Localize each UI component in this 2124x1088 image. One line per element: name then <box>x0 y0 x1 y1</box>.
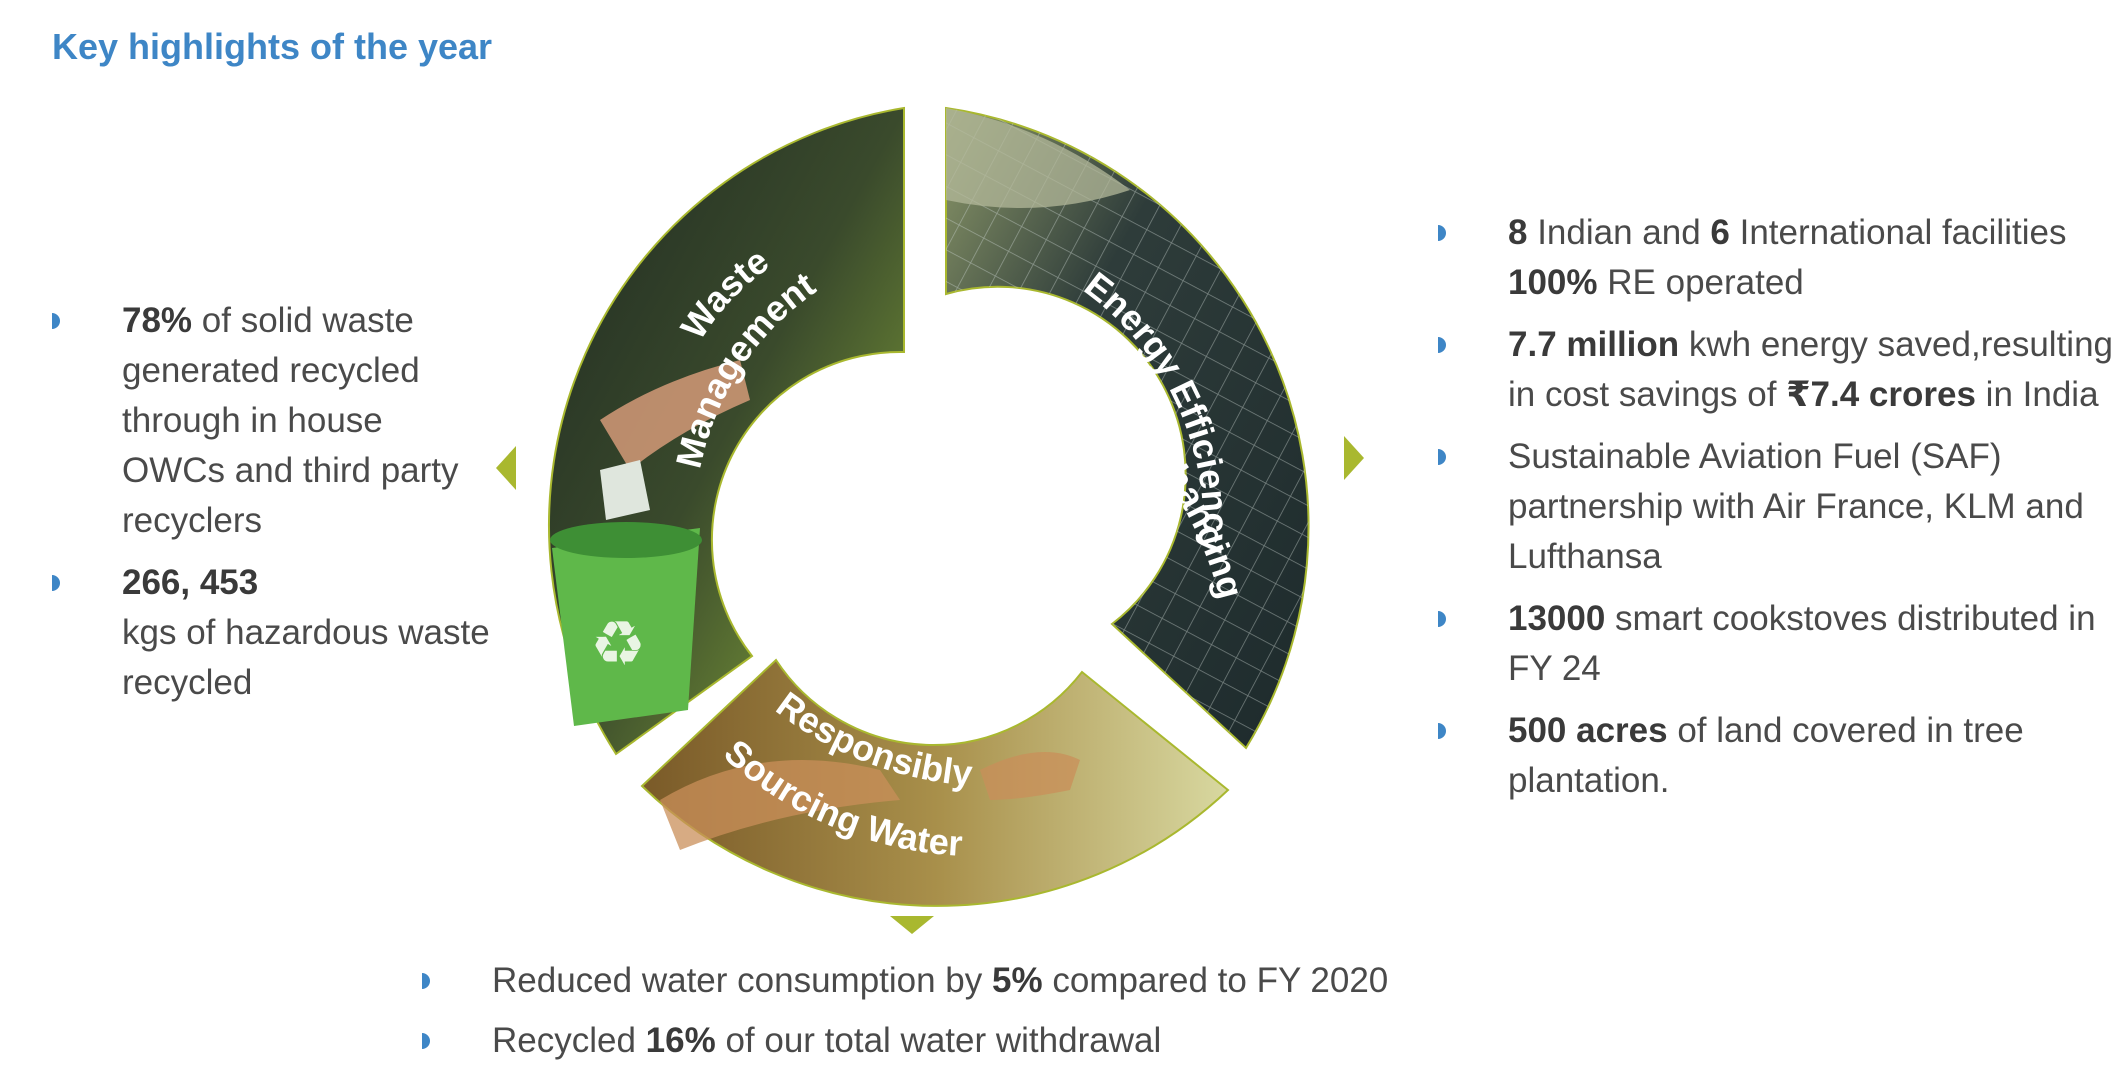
highlight-text: kgs of hazardous waste recycled <box>122 613 490 702</box>
highlight-value: 13000 <box>1508 599 1606 638</box>
highlight-text: in India <box>1975 375 2099 414</box>
list-item: Recycled 16% of our total water withdraw… <box>422 1016 1622 1066</box>
recycle-bin-icon: ♻ <box>550 360 750 726</box>
highlight-value: 100% <box>1508 263 1598 302</box>
highlight-value: 78% <box>122 301 193 340</box>
highlight-text: smart cookstoves distributed in FY 24 <box>1508 599 2096 688</box>
highlight-value: 7.7 million <box>1508 325 1680 364</box>
list-item: 7.7 million kwh energy saved,resulting i… <box>1438 320 2118 420</box>
highlight-value: 5% <box>992 961 1043 1000</box>
water-highlights-list: Reduced water consumption by 5% compared… <box>422 956 1622 1076</box>
highlight-text: Indian and <box>1527 213 1711 252</box>
list-item: 78% of solid waste generated recycled th… <box>52 296 492 546</box>
highlight-text: Recycled <box>492 1021 646 1060</box>
bullet-icon <box>52 575 60 591</box>
highlight-text: of land covered in tree plantation. <box>1508 711 2024 800</box>
list-item: Reduced water consumption by 5% compared… <box>422 956 1622 1006</box>
list-item: Sustainable Aviation Fuel (SAF) partners… <box>1438 432 2118 582</box>
highlight-value: 16% <box>645 1021 716 1060</box>
list-item: 13000 smart cookstoves distributed in FY… <box>1438 594 2118 694</box>
bullet-icon <box>52 313 60 329</box>
highlights-wheel: ♻ Waste Management Enhancing Energy Effi… <box>496 106 1364 934</box>
highlight-value: 266, 453 <box>122 563 259 602</box>
energy-highlights-list: 8 Indian and 6 International facilities … <box>1438 208 2118 818</box>
left-pointer-icon <box>496 446 516 490</box>
bullet-icon <box>422 1033 430 1049</box>
waste-highlights-list: 78% of solid waste generated recycled th… <box>52 296 492 720</box>
svg-text:♻: ♻ <box>590 610 646 679</box>
highlight-text: RE operated <box>1597 263 1804 302</box>
list-item: 266, 453 kgs of hazardous waste recycled <box>52 558 492 708</box>
highlight-text: of our total water withdrawal <box>715 1021 1162 1060</box>
solar-panels-icon <box>946 108 1309 748</box>
bullet-icon <box>1438 449 1446 465</box>
highlight-value: 8 <box>1508 213 1528 252</box>
bullet-icon <box>1438 337 1446 353</box>
page-title: Key highlights of the year <box>52 26 493 67</box>
highlight-value: 6 <box>1710 213 1730 252</box>
list-item: 8 Indian and 6 International facilities … <box>1438 208 2118 308</box>
bullet-icon <box>1438 225 1446 241</box>
highlight-text: compared to FY 2020 <box>1042 961 1389 1000</box>
highlight-text: of solid waste generated recycled throug… <box>122 301 459 540</box>
bullet-icon <box>422 973 430 989</box>
down-pointer-icon <box>890 916 934 934</box>
highlight-value: ₹7.4 crores <box>1786 375 1976 414</box>
water-sourcing-segment <box>640 658 1230 907</box>
hands-water-icon <box>660 752 1080 850</box>
list-item: 500 acres of land covered in tree planta… <box>1438 706 2118 806</box>
bullet-icon <box>1438 611 1446 627</box>
highlight-text: kwh energy saved,resulting in cost savin… <box>1508 325 2113 414</box>
highlight-text: International facilities <box>1729 213 2067 252</box>
highlight-value: 500 acres <box>1508 711 1668 750</box>
bullet-icon <box>1438 723 1446 739</box>
highlight-text: Reduced water consumption by <box>492 961 992 1000</box>
highlight-text: Sustainable Aviation Fuel (SAF) partners… <box>1508 437 2084 576</box>
right-pointer-icon <box>1344 436 1364 480</box>
